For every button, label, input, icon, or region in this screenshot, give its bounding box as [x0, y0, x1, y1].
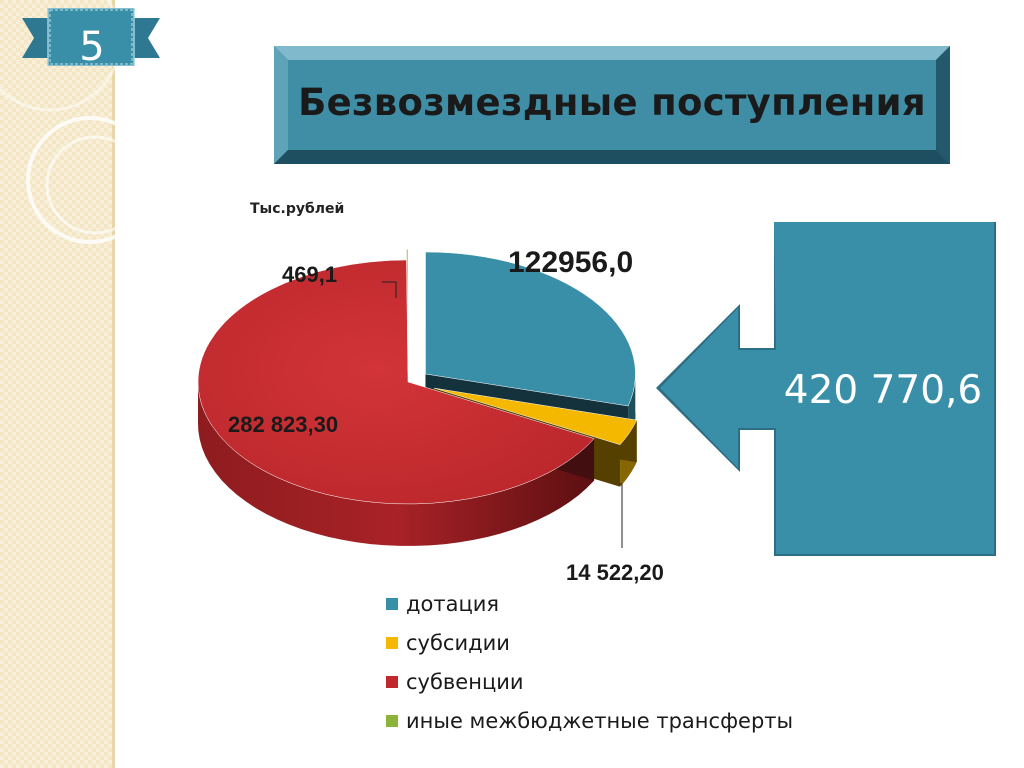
title-box: [274, 46, 950, 164]
decorative-band-edge: [112, 0, 115, 768]
legend-swatch: [386, 675, 398, 688]
legend-swatch: [386, 714, 398, 727]
legend-label: субсидии: [406, 630, 510, 655]
legend-label: иные межбюджетные трансферты: [406, 708, 794, 733]
leader-lines: [382, 281, 623, 548]
legend-label: субвенции: [406, 669, 524, 694]
total-value: 420 770,6: [783, 368, 983, 413]
leader-line-1: [619, 483, 623, 548]
data-label-1: 14 522,20: [566, 560, 664, 585]
pie-slice-3: [406, 248, 409, 372]
legend-item-subsidii: субсидии: [386, 623, 793, 662]
legend-item-inye-transferty: иные межбюджетные трансферты: [386, 701, 793, 740]
pie-slice-2: [197, 259, 595, 505]
decorative-circles: [0, 0, 120, 244]
total-arrow: [656, 222, 996, 556]
legend-item-subventsii: субвенции: [386, 662, 793, 701]
pie-slice-1: [433, 387, 638, 445]
leader-line-3: [382, 281, 397, 298]
legend-swatch: [386, 636, 398, 649]
legend-item-dotatsiya: дотация: [386, 584, 793, 623]
pie-slice-side-2: [198, 380, 595, 546]
legend-label: дотация: [406, 591, 500, 616]
slide-number-ribbon: [22, 8, 160, 66]
slide-title: Безвозмездные поступления: [298, 80, 926, 124]
legend-swatch: [386, 597, 398, 610]
data-label-2: 282 823,30: [228, 412, 338, 437]
units-label: Тыс.рублей: [250, 201, 345, 217]
data-label-3: 469,1: [282, 262, 337, 287]
pie-slice-tops: [197, 248, 638, 505]
chart-legend: дотация субсидии субвенции иные межбюдже…: [386, 584, 793, 740]
data-labels: 122956,0 14 522,20 282 823,30 469,1: [228, 246, 664, 585]
data-label-0: 122956,0: [508, 246, 633, 279]
pie-chart: 122956,0 14 522,20 282 823,30 469,1: [197, 246, 664, 585]
slide-number: 5: [79, 24, 105, 70]
pie-slice-0: [425, 251, 636, 407]
